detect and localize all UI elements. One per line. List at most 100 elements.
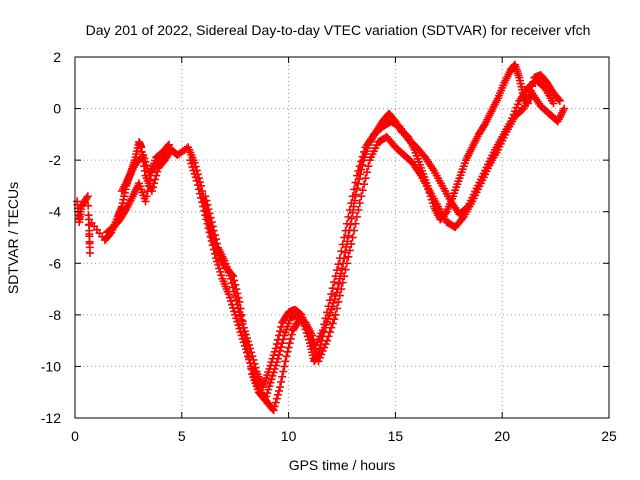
data-point-interp bbox=[276, 346, 285, 355]
data-point-interp bbox=[248, 352, 257, 361]
data-point-interp bbox=[150, 179, 159, 188]
data-point-interp bbox=[208, 222, 217, 231]
data-point-interp bbox=[193, 181, 202, 190]
x-tick-label: 15 bbox=[388, 428, 404, 444]
y-tick-label: -2 bbox=[49, 152, 62, 168]
data-point-interp bbox=[345, 246, 354, 255]
data-point-interp bbox=[200, 206, 209, 215]
data-point-interp bbox=[338, 264, 346, 273]
data-point-interp bbox=[271, 398, 280, 407]
data-point-interp bbox=[338, 278, 347, 287]
data-point-interp bbox=[211, 235, 220, 244]
data-point bbox=[555, 96, 564, 105]
data-point-interp bbox=[351, 219, 360, 228]
data-point-interp bbox=[206, 232, 215, 241]
data-point-interp bbox=[205, 209, 214, 218]
data-point-interp bbox=[364, 162, 373, 171]
data-point bbox=[344, 212, 353, 221]
data-point-interp bbox=[231, 291, 240, 300]
data-point-interp bbox=[227, 279, 236, 288]
data-point bbox=[201, 192, 210, 201]
data-point-interp bbox=[350, 185, 359, 194]
data-point-interp bbox=[203, 219, 212, 228]
data-point-interp bbox=[324, 332, 333, 341]
data-point-interp bbox=[331, 272, 340, 281]
data-point-interp bbox=[206, 213, 215, 222]
data-point-interp bbox=[312, 348, 321, 357]
data-point-interp bbox=[323, 308, 332, 317]
data-point bbox=[226, 274, 235, 283]
data-point-interp bbox=[153, 167, 162, 176]
data-point-interp bbox=[235, 308, 244, 317]
data-point-interp bbox=[202, 196, 211, 205]
data-point-interp bbox=[325, 296, 334, 305]
data-point bbox=[340, 272, 349, 281]
data-point-interp bbox=[334, 297, 343, 306]
data-point-interp bbox=[278, 372, 287, 381]
data-point-interp bbox=[250, 359, 259, 368]
data-point-interp bbox=[358, 152, 367, 161]
data-point bbox=[346, 220, 355, 229]
data-point-interp bbox=[195, 189, 204, 198]
data-point-interp bbox=[360, 147, 369, 156]
data-point-interp bbox=[321, 314, 330, 323]
data-point-interp bbox=[355, 162, 364, 171]
data-point-interp bbox=[360, 180, 369, 189]
data-point-interp bbox=[276, 327, 285, 336]
data-point bbox=[269, 406, 278, 415]
data-point-interp bbox=[163, 141, 172, 150]
data-point-interp bbox=[341, 248, 350, 257]
data-point-interp bbox=[357, 157, 366, 166]
x-tick-label: 10 bbox=[281, 428, 297, 444]
data-point-interp bbox=[198, 198, 207, 207]
data-point bbox=[83, 192, 92, 201]
data-point-interp bbox=[337, 247, 346, 256]
data-point-interp bbox=[554, 95, 563, 104]
data-point-interp bbox=[340, 233, 349, 242]
y-tick-label: -6 bbox=[49, 255, 62, 271]
data-point-interp bbox=[143, 187, 152, 196]
x-tick-label: 5 bbox=[178, 428, 186, 444]
data-point-interp bbox=[328, 284, 337, 293]
data-point-interp bbox=[284, 343, 293, 352]
data-point-interp bbox=[207, 236, 216, 245]
data-point-interp bbox=[286, 334, 295, 343]
y-tick-label: 2 bbox=[53, 49, 61, 65]
data-point-interp bbox=[144, 181, 153, 190]
y-tick-label: -10 bbox=[41, 358, 61, 374]
x-tick-label: 25 bbox=[601, 428, 617, 444]
data-point-interp bbox=[335, 291, 344, 300]
data-point-interp bbox=[345, 205, 354, 214]
data-point-interp bbox=[285, 339, 294, 348]
data-point bbox=[352, 171, 361, 180]
data-point bbox=[205, 228, 214, 237]
data-point-interp bbox=[197, 193, 206, 202]
chart-title: Day 201 of 2022, Sidereal Day-to-day VTE… bbox=[86, 22, 591, 38]
data-point-interp bbox=[358, 186, 367, 195]
data-point-interp bbox=[462, 203, 471, 212]
data-point bbox=[357, 192, 366, 201]
data-point-interp bbox=[337, 285, 346, 294]
data-point bbox=[233, 300, 242, 309]
data-point-interp bbox=[201, 211, 210, 220]
data-point-interp bbox=[213, 239, 222, 248]
data-point-interp bbox=[330, 278, 339, 287]
data-point-interp bbox=[341, 226, 350, 235]
y-tick-label: -8 bbox=[49, 307, 62, 323]
data-point-interp bbox=[277, 322, 286, 331]
data-point-interp bbox=[278, 339, 287, 348]
x-tick-label: 20 bbox=[494, 428, 510, 444]
data-point bbox=[199, 202, 208, 211]
data-point bbox=[164, 140, 173, 149]
data-point-interp bbox=[287, 330, 296, 339]
data-point-interp bbox=[151, 175, 160, 184]
data-point-interp bbox=[355, 199, 364, 208]
data-point-interp bbox=[351, 178, 360, 187]
data-point-interp bbox=[280, 362, 289, 371]
data-point-interp bbox=[347, 239, 356, 248]
data-point-interp bbox=[342, 219, 351, 228]
data-point-interp bbox=[277, 377, 286, 386]
data-point bbox=[331, 310, 340, 319]
x-axis-label: GPS time / hours bbox=[289, 457, 396, 473]
data-point-interp bbox=[361, 174, 370, 183]
